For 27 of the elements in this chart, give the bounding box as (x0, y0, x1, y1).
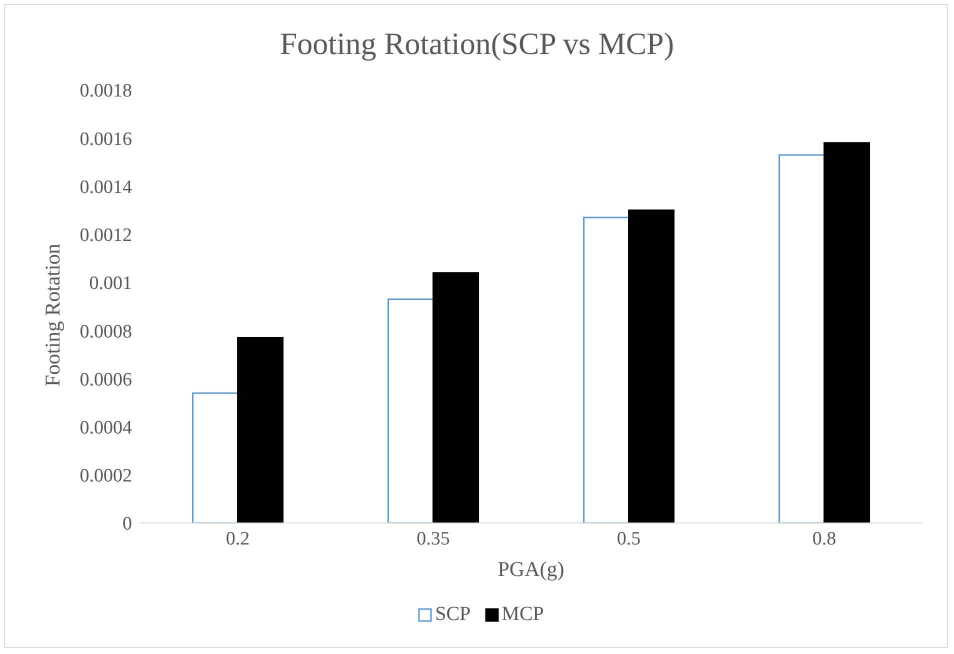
y-tick-label: 0.0004 (80, 418, 132, 439)
bar (432, 272, 480, 523)
y-tick-label: 0.0018 (80, 80, 132, 102)
bar (237, 337, 284, 523)
y-tick-label: 0 (122, 514, 132, 535)
legend-label: MCP (502, 603, 544, 626)
y-tick-label: 0.0012 (80, 225, 132, 246)
bar (583, 216, 630, 523)
y-tick-label: 0.0016 (80, 128, 132, 150)
bar (628, 210, 675, 523)
x-tick-label: 0.8 (812, 528, 836, 550)
x-tick-label: 0.2 (226, 528, 250, 550)
x-tick-label: 0.35 (416, 528, 450, 550)
y-axis-title: Footing Rotation (40, 243, 64, 386)
y-tick-label: 0.0006 (80, 369, 132, 390)
legend-label: SCP (435, 603, 471, 626)
chart-title: Footing Rotation(SCP vs MCP) (278, 26, 676, 62)
bar (192, 392, 239, 523)
bar (388, 298, 434, 523)
x-axis-title: PGA(g) (498, 556, 564, 581)
y-tick-label: 0.0002 (80, 466, 132, 487)
y-tick-label: 0.0008 (80, 321, 132, 342)
y-tick-label: 0.0014 (80, 176, 132, 198)
x-tick-label: 0.5 (616, 528, 641, 550)
bar (824, 142, 870, 523)
bar (778, 154, 826, 523)
y-tick-label: 0.001 (89, 273, 132, 294)
